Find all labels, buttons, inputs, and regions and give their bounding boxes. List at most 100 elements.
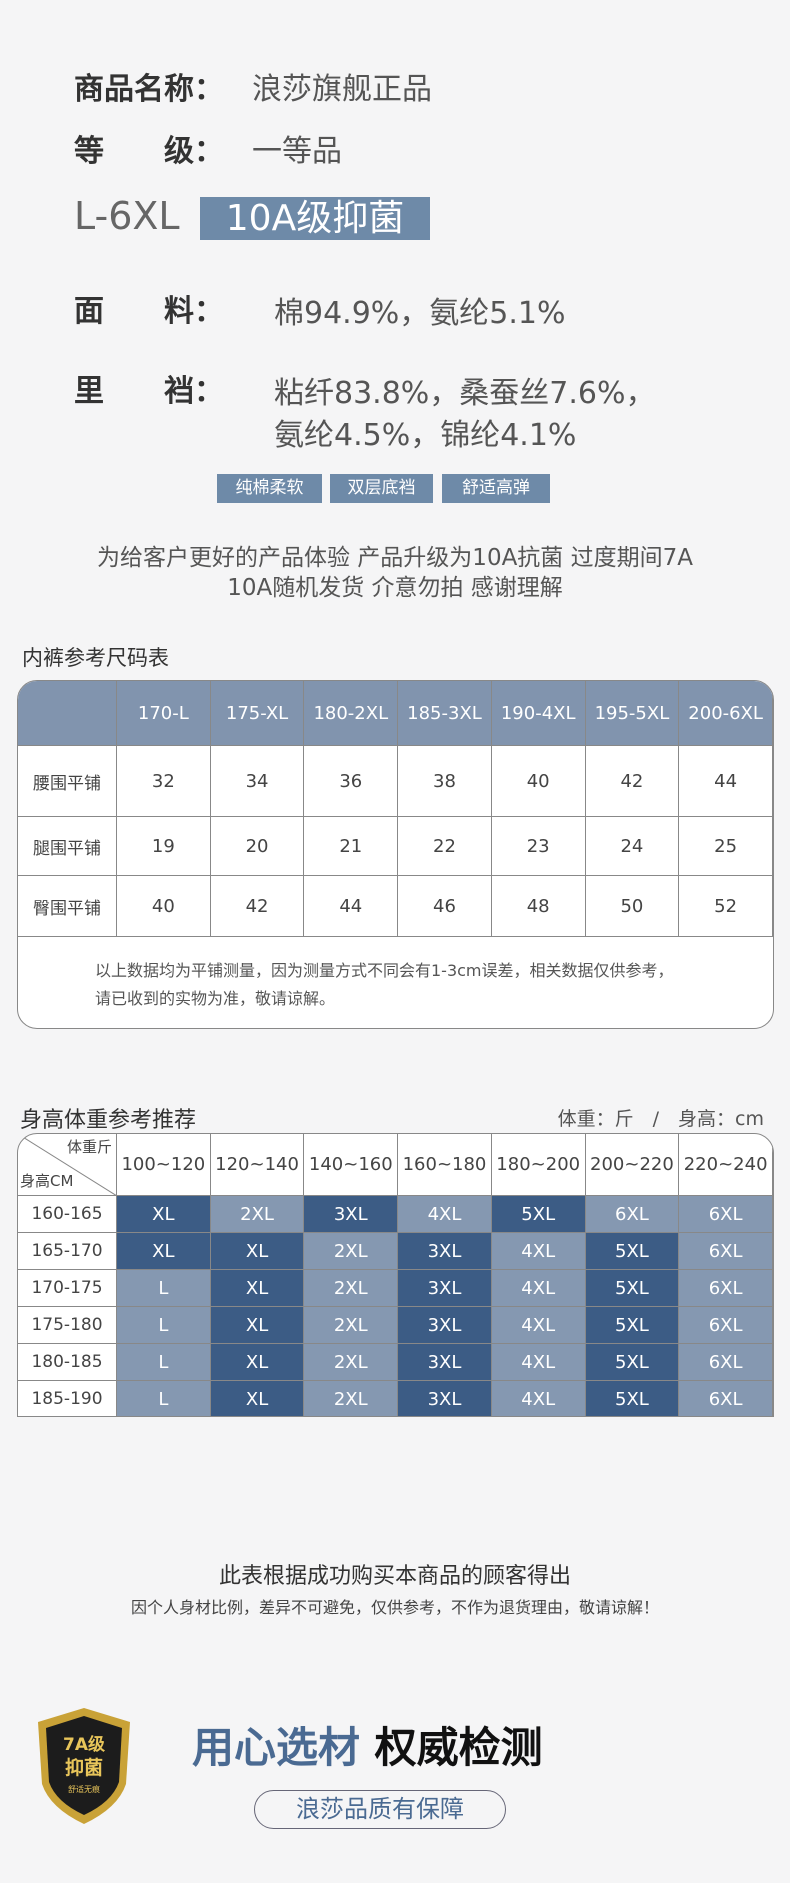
row-label: 170-175 xyxy=(18,1270,117,1307)
row-label: 腿围平铺 xyxy=(18,817,117,876)
size-cell: XL xyxy=(210,1381,305,1416)
badge: 10A级抑菌 xyxy=(200,197,430,240)
size-cell: 4XL xyxy=(491,1381,586,1416)
value: 棉94.9%，氨纶5.1% xyxy=(274,296,566,331)
pill: 浪莎品质有保障 xyxy=(254,1790,506,1829)
cell: 40 xyxy=(117,876,211,937)
size-cell: 6XL xyxy=(679,1381,773,1416)
tag: 舒适高弹 xyxy=(442,474,550,503)
header-cell: 170-L xyxy=(117,681,211,746)
size-cell: 5XL xyxy=(585,1233,680,1270)
header-cell: 190-4XL xyxy=(491,681,586,746)
header-cell: 160~180 xyxy=(398,1134,492,1196)
size-cell: 6XL xyxy=(585,1196,680,1233)
cell: 34 xyxy=(210,746,305,817)
cell: 19 xyxy=(117,817,211,876)
note: 以上数据均为平铺测量，因为测量方式不同会有1-3cm误差，相关数据仅供参考， xyxy=(95,961,674,980)
header-cell: 100~120 xyxy=(117,1134,211,1196)
size-cell: 2XL xyxy=(304,1270,399,1307)
size-table: 170-L 175-XL 180-2XL 185-3XL 190-4XL 195-5XL 2… xyxy=(17,680,774,1029)
cell: 44 xyxy=(679,746,773,817)
row-label: 腰围平铺 xyxy=(18,746,117,817)
promo-title: 用心选材 权威检测 xyxy=(192,1714,543,1775)
cell: 46 xyxy=(398,876,492,937)
corner-diagonal xyxy=(18,1134,117,1196)
header-cell: 140~160 xyxy=(304,1134,399,1196)
size-cell: 6XL xyxy=(679,1196,773,1233)
header-cell xyxy=(18,681,117,746)
notice: 为给客户更好的产品体验 产品升级为10A抗菌 过度期间7A xyxy=(97,545,693,571)
header-cell: 175-XL xyxy=(210,681,305,746)
cell: 21 xyxy=(304,817,399,876)
size-cell: 4XL xyxy=(398,1196,492,1233)
size-cell: XL xyxy=(210,1233,305,1270)
promo-title-a: 用心选材 xyxy=(192,1723,361,1772)
label: 面 料： xyxy=(74,294,224,329)
size-cell: L xyxy=(117,1270,211,1307)
size-cell: 2XL xyxy=(210,1196,305,1233)
cell: 42 xyxy=(210,876,305,937)
value: 一等品 xyxy=(252,134,342,169)
note: 请已收到的实物为准，敬请谅解。 xyxy=(95,989,336,1008)
size-cell: 2XL xyxy=(304,1344,399,1381)
cell: 52 xyxy=(679,876,773,937)
size-cell: 3XL xyxy=(398,1270,492,1307)
cell: 40 xyxy=(491,746,586,817)
cell: 24 xyxy=(585,817,680,876)
cell: 50 xyxy=(585,876,680,937)
size-cell: XL xyxy=(210,1307,305,1344)
cell: 48 xyxy=(491,876,586,937)
size-cell: 2XL xyxy=(304,1381,399,1416)
cell: 20 xyxy=(210,817,305,876)
badge-text: 7A级 xyxy=(63,1734,105,1755)
size-range: L-6XL xyxy=(74,194,180,238)
row-label: 175-180 xyxy=(18,1307,117,1344)
corner-cell: 体重斤 身高CM xyxy=(18,1134,117,1196)
header-cell: 185-3XL xyxy=(398,681,492,746)
label: 等 级： xyxy=(74,134,224,169)
cell: 25 xyxy=(679,817,773,876)
size-cell: 4XL xyxy=(491,1344,586,1381)
label: 里 裆： xyxy=(74,374,224,409)
row-label: 180-185 xyxy=(18,1344,117,1381)
size-cell: 3XL xyxy=(398,1307,492,1344)
value: 氨纶4.5%，锦纶4.1% xyxy=(274,418,577,453)
cell: 32 xyxy=(117,746,211,817)
notice: 10A随机发货 介意勿拍 感谢理解 xyxy=(227,575,563,601)
row-label: 185-190 xyxy=(18,1381,117,1416)
corner-label: 体重斤 xyxy=(66,1138,112,1156)
unit-note: 体重：斤 / 身高：cm xyxy=(557,1108,764,1130)
header-cell: 180~200 xyxy=(491,1134,586,1196)
tag: 纯棉柔软 xyxy=(217,474,322,503)
size-cell: 6XL xyxy=(679,1233,773,1270)
size-cell: L xyxy=(117,1381,211,1416)
header-cell: 180-2XL xyxy=(304,681,399,746)
size-cell: XL xyxy=(117,1196,211,1233)
size-cell: 4XL xyxy=(491,1233,586,1270)
shield-face xyxy=(46,1716,122,1815)
tag: 双层底裆 xyxy=(330,474,433,503)
size-cell: 5XL xyxy=(585,1381,680,1416)
header-cell: 200-6XL xyxy=(679,681,773,746)
header-cell: 200~220 xyxy=(585,1134,680,1196)
size-cell: 3XL xyxy=(398,1344,492,1381)
header-cell: 195-5XL xyxy=(585,681,680,746)
row-label: 165-170 xyxy=(18,1233,117,1270)
size-cell: 4XL xyxy=(491,1270,586,1307)
footer-text: 此表根据成功购买本商品的顾客得出 xyxy=(218,1564,571,1589)
row-label: 160-165 xyxy=(18,1196,117,1233)
row-label: 臀围平铺 xyxy=(18,876,117,937)
size-cell: 2XL xyxy=(304,1307,399,1344)
size-cell: L xyxy=(117,1307,211,1344)
section-title: 身高体重参考推荐 xyxy=(20,1108,197,1133)
size-cell: 4XL xyxy=(491,1307,586,1344)
header-cell: 120~140 xyxy=(210,1134,305,1196)
size-cell: 5XL xyxy=(585,1307,680,1344)
size-cell: 5XL xyxy=(491,1196,586,1233)
size-cell: XL xyxy=(210,1270,305,1307)
shield-badge: 7A级 抑菌 舒适无痕 xyxy=(38,1708,130,1824)
size-cell: XL xyxy=(210,1344,305,1381)
size-cell: 6XL xyxy=(679,1307,773,1344)
value: 浪莎旗舰正品 xyxy=(252,72,432,107)
